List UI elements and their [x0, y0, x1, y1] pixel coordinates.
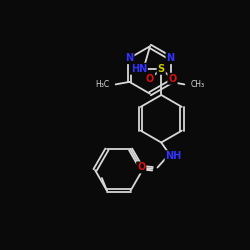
Text: NH: NH — [166, 151, 182, 161]
Text: S: S — [158, 64, 165, 74]
Text: N: N — [166, 53, 175, 63]
Text: O: O — [168, 74, 176, 84]
Text: O: O — [146, 74, 154, 84]
Text: H₃C: H₃C — [95, 80, 110, 89]
Text: N: N — [125, 53, 134, 63]
Text: O: O — [137, 162, 145, 172]
Text: CH₃: CH₃ — [190, 80, 205, 89]
Text: HN: HN — [130, 64, 147, 74]
